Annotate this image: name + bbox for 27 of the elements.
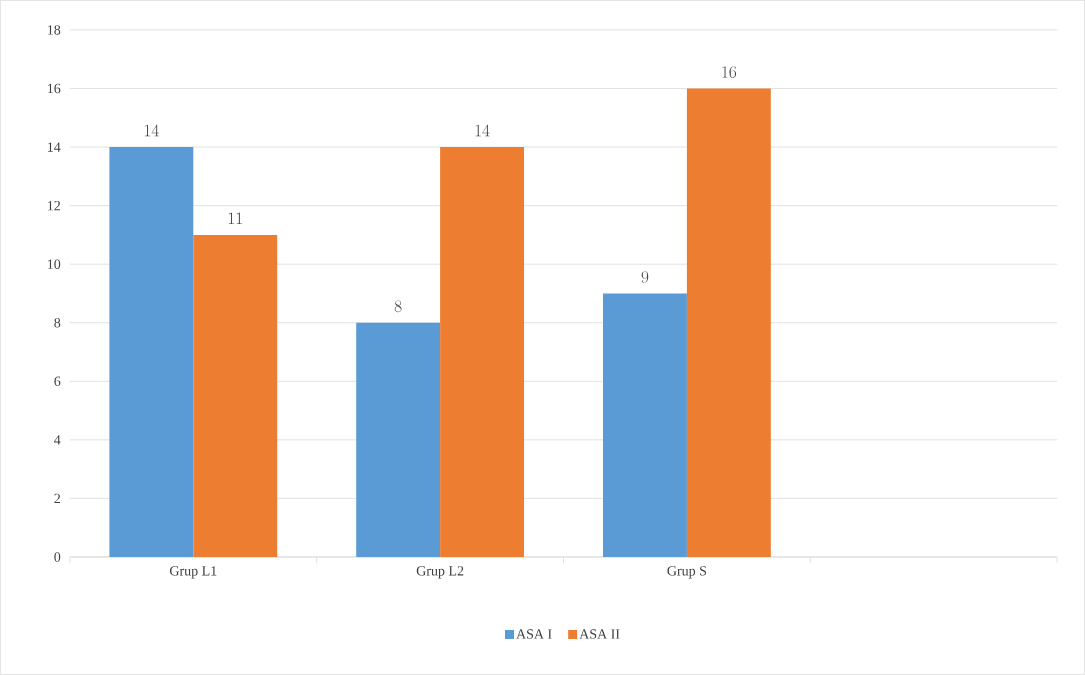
y-tick-label: 16 <box>48 83 61 94</box>
y-tick-label: 0 <box>54 552 61 562</box>
legend-label: ASA I <box>516 629 552 639</box>
bar <box>356 322 441 558</box>
bar <box>686 88 771 558</box>
x-tick-label: Grup S <box>667 566 707 579</box>
y-tick-label: 10 <box>48 259 61 269</box>
data-label: 14 <box>144 124 159 137</box>
legend-label: ASA II <box>579 629 620 639</box>
y-tick-label: 14 <box>48 142 61 152</box>
data-label: 14 <box>475 124 490 137</box>
y-tick-label: 8 <box>54 318 61 328</box>
y-tick-label: 4 <box>54 435 61 445</box>
data-label: 16 <box>722 66 737 78</box>
y-tick-label: 12 <box>48 201 61 211</box>
y-tick-label: 18 <box>48 25 61 35</box>
y-tick-label: 2 <box>54 493 61 504</box>
data-label: 8 <box>394 300 402 313</box>
y-tick-label: 6 <box>54 376 61 387</box>
x-tick-label: Grup L1 <box>169 566 217 579</box>
bar <box>109 147 194 558</box>
x-tick-label: Grup L2 <box>416 566 464 579</box>
bar <box>603 293 687 558</box>
data-label: 9 <box>641 271 649 283</box>
bar <box>193 234 278 558</box>
bar <box>440 147 525 558</box>
data-label: 11 <box>228 212 242 225</box>
